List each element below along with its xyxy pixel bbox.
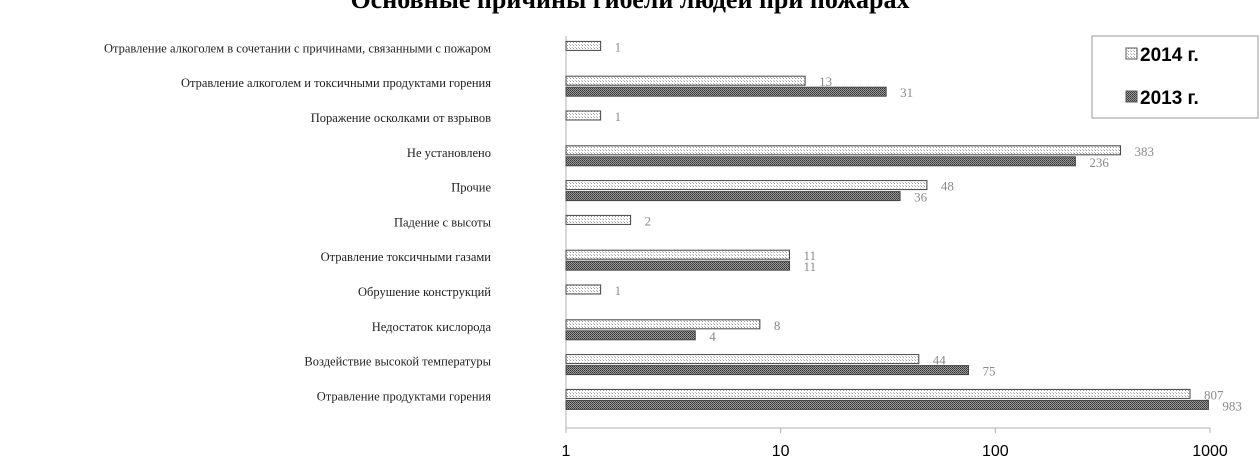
- legend-label-2013: 2013 г.: [1140, 88, 1199, 109]
- bar-2014: [565, 110, 602, 121]
- data-label-2013: 983: [1222, 398, 1242, 413]
- category-label: Поражение осколками от взрывов: [311, 111, 491, 125]
- legend-swatch-2013: [1125, 90, 1138, 103]
- bar-2014: [565, 249, 791, 260]
- data-label-2014: 1: [615, 283, 622, 298]
- data-label-2014: 1: [615, 39, 622, 54]
- bar-2013: [565, 156, 1076, 167]
- bars: [565, 40, 1209, 410]
- category-label: Отравление алкоголем и токсичными продук…: [181, 76, 491, 90]
- data-label-2014: 807: [1204, 387, 1224, 402]
- bar-2013: [565, 399, 1209, 410]
- category-label: Воздействие высокой температуры: [304, 355, 491, 369]
- bar-2013: [565, 260, 791, 271]
- data-label-2014: 48: [941, 179, 954, 194]
- bar-2013: [565, 330, 696, 341]
- category-label: Отравление продуктами горения: [317, 389, 491, 403]
- category-label: Отравление алкоголем в сочетании с причи…: [104, 41, 491, 55]
- data-label-2013: 4: [709, 329, 716, 344]
- data-label-2014: 44: [933, 353, 947, 368]
- bar-2013: [565, 86, 887, 97]
- data-label-2013: 36: [914, 190, 928, 205]
- data-label-2013: 31: [900, 85, 913, 100]
- bar-2014: [565, 75, 806, 86]
- category-label: Прочие: [451, 181, 491, 195]
- data-label-2013: 11: [804, 259, 817, 274]
- category-labels: Отравление алкоголем в сочетании с причи…: [104, 41, 492, 403]
- bar-2014: [565, 284, 602, 295]
- data-label-2014: 8: [774, 318, 781, 333]
- bar-2014: [565, 40, 602, 51]
- legend-box: [1091, 35, 1259, 119]
- legend-label-2014: 2014 г.: [1140, 45, 1199, 66]
- data-label-2014: 13: [819, 74, 832, 89]
- x-axis-ticks: 1 10 100 1000: [562, 428, 1228, 460]
- bar-2014: [565, 180, 928, 191]
- bar-2013: [565, 191, 901, 202]
- data-label-2014: 1: [615, 109, 622, 124]
- x-tick-label: 1: [562, 443, 571, 460]
- category-label: Падение с высоты: [394, 215, 492, 229]
- chart-title: Основные причины гибели людей при пожара…: [350, 0, 909, 14]
- bar-2014: [565, 319, 761, 330]
- x-tick-label: 10: [772, 443, 790, 460]
- bar-2013: [565, 365, 970, 376]
- category-label: Недостаток кислорода: [372, 320, 492, 334]
- data-label-2014: 383: [1135, 144, 1155, 159]
- x-tick-label: 100: [982, 443, 1009, 460]
- x-tick-label: 1000: [1192, 443, 1228, 460]
- category-label: Обрушение конструкций: [358, 285, 491, 299]
- legend-swatch-2014: [1125, 47, 1138, 60]
- data-label-2014: 2: [645, 213, 652, 228]
- bar-2014: [565, 388, 1191, 399]
- category-label: Не установлено: [407, 146, 491, 160]
- category-label: Отравление токсичными газами: [321, 250, 492, 264]
- data-label-2013: 75: [983, 364, 996, 379]
- data-label-2013: 236: [1089, 155, 1109, 170]
- bar-2014: [565, 214, 632, 225]
- bar-2014: [565, 145, 1122, 156]
- legend: 2014 г. 2013 г.: [1091, 35, 1259, 119]
- data-label-2014: 11: [804, 248, 817, 263]
- bar-2014: [565, 354, 920, 365]
